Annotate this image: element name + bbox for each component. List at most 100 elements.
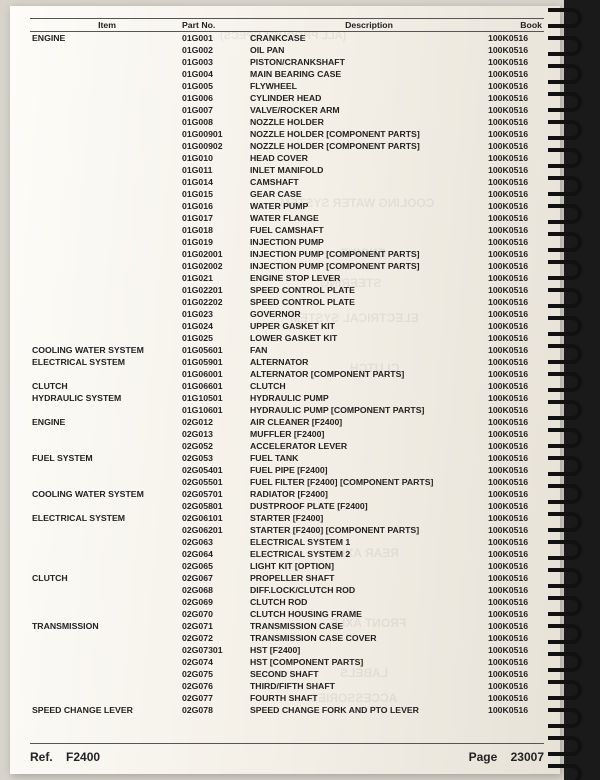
table-row: 02G072TRANSMISSION CASE COVER100K0516 bbox=[30, 632, 544, 644]
cell-part: 01G02002 bbox=[182, 260, 244, 272]
cell-item bbox=[30, 692, 182, 704]
cell-item: ENGINE bbox=[30, 32, 182, 44]
cell-part: 02G06201 bbox=[182, 524, 244, 536]
cell-book: 100K0516 bbox=[488, 512, 544, 524]
cell-book: 100K0516 bbox=[488, 644, 544, 656]
cell-desc: ENGINE STOP LEVER bbox=[244, 272, 488, 284]
cell-part: 01G011 bbox=[182, 164, 244, 176]
cell-book: 100K0516 bbox=[488, 464, 544, 476]
cell-item bbox=[30, 212, 182, 224]
col-header-item: Item bbox=[30, 20, 182, 30]
cell-part: 02G05801 bbox=[182, 500, 244, 512]
cell-book: 100K0516 bbox=[488, 548, 544, 560]
cell-part: 01G02201 bbox=[182, 284, 244, 296]
table-row: 02G075SECOND SHAFT100K0516 bbox=[30, 668, 544, 680]
table-row: 02G06201STARTER [F2400] [COMPONENT PARTS… bbox=[30, 524, 544, 536]
col-header-part: Part No. bbox=[182, 20, 244, 30]
cell-part: 02G064 bbox=[182, 548, 244, 560]
cell-part: 02G072 bbox=[182, 632, 244, 644]
cell-item bbox=[30, 80, 182, 92]
table-row: 01G002OIL PAN100K0516 bbox=[30, 44, 544, 56]
cell-part: 02G074 bbox=[182, 656, 244, 668]
cell-item: FUEL SYSTEM bbox=[30, 452, 182, 464]
cell-desc: GEAR CASE bbox=[244, 188, 488, 200]
cell-item: SPEED CHANGE LEVER bbox=[30, 704, 182, 716]
cell-desc: NOZZLE HOLDER bbox=[244, 116, 488, 128]
parts-table: Item Part No. Description Book ENGINE01G… bbox=[30, 18, 544, 744]
cell-item bbox=[30, 584, 182, 596]
cell-part: 01G00902 bbox=[182, 140, 244, 152]
cell-book: 100K0516 bbox=[488, 608, 544, 620]
cell-item bbox=[30, 404, 182, 416]
cell-desc: SPEED CONTROL PLATE bbox=[244, 296, 488, 308]
table-row: COOLING WATER SYSTEM02G05701RADIATOR [F2… bbox=[30, 488, 544, 500]
table-row: 02G065LIGHT KIT [OPTION]100K0516 bbox=[30, 560, 544, 572]
cell-desc: MUFFLER [F2400] bbox=[244, 428, 488, 440]
cell-desc: PROPELLER SHAFT bbox=[244, 572, 488, 584]
cell-book: 100K0516 bbox=[488, 692, 544, 704]
cell-part: 02G077 bbox=[182, 692, 244, 704]
cell-desc: FLYWHEEL bbox=[244, 80, 488, 92]
cell-item bbox=[30, 332, 182, 344]
cell-item bbox=[30, 104, 182, 116]
cell-item bbox=[30, 500, 182, 512]
table-row: 01G007VALVE/ROCKER ARM100K0516 bbox=[30, 104, 544, 116]
table-row: 01G011INLET MANIFOLD100K0516 bbox=[30, 164, 544, 176]
table-row: 01G010HEAD COVER100K0516 bbox=[30, 152, 544, 164]
cell-book: 100K0516 bbox=[488, 68, 544, 80]
cell-item: ELECTRICAL SYSTEM bbox=[30, 512, 182, 524]
table-row: 02G070CLUTCH HOUSING FRAME100K0516 bbox=[30, 608, 544, 620]
cell-desc: DUSTPROOF PLATE [F2400] bbox=[244, 500, 488, 512]
cell-part: 02G071 bbox=[182, 620, 244, 632]
cell-desc: ACCELERATOR LEVER bbox=[244, 440, 488, 452]
cell-book: 100K0516 bbox=[488, 560, 544, 572]
cell-item: HYDRAULIC SYSTEM bbox=[30, 392, 182, 404]
cell-desc: TRANSMISSION CASE bbox=[244, 620, 488, 632]
cell-item bbox=[30, 536, 182, 548]
cell-item bbox=[30, 116, 182, 128]
cell-book: 100K0516 bbox=[488, 200, 544, 212]
cell-book: 100K0516 bbox=[488, 56, 544, 68]
cell-book: 100K0516 bbox=[488, 500, 544, 512]
cell-book: 100K0516 bbox=[488, 344, 544, 356]
cell-part: 01G005 bbox=[182, 80, 244, 92]
cell-book: 100K0516 bbox=[488, 140, 544, 152]
cell-book: 100K0516 bbox=[488, 428, 544, 440]
cell-part: 01G023 bbox=[182, 308, 244, 320]
cell-part: 01G06001 bbox=[182, 368, 244, 380]
cell-part: 01G004 bbox=[182, 68, 244, 80]
cell-item bbox=[30, 188, 182, 200]
cell-book: 100K0516 bbox=[488, 356, 544, 368]
cell-book: 100K0516 bbox=[488, 632, 544, 644]
cell-desc: CRANKCASE bbox=[244, 32, 488, 44]
cell-item bbox=[30, 656, 182, 668]
table-row: 01G019INJECTION PUMP100K0516 bbox=[30, 236, 544, 248]
cell-item bbox=[30, 200, 182, 212]
cell-desc: CYLINDER HEAD bbox=[244, 92, 488, 104]
cell-item bbox=[30, 248, 182, 260]
cell-book: 100K0516 bbox=[488, 128, 544, 140]
table-row: 02G05801DUSTPROOF PLATE [F2400]100K0516 bbox=[30, 500, 544, 512]
cell-part: 02G012 bbox=[182, 416, 244, 428]
cell-item bbox=[30, 668, 182, 680]
table-row: 02G07301HST [F2400]100K0516 bbox=[30, 644, 544, 656]
table-row: 02G052ACCELERATOR LEVER100K0516 bbox=[30, 440, 544, 452]
cell-desc: INJECTION PUMP bbox=[244, 236, 488, 248]
cell-part: 02G076 bbox=[182, 680, 244, 692]
cell-desc: FOURTH SHAFT bbox=[244, 692, 488, 704]
cell-item: CLUTCH bbox=[30, 572, 182, 584]
cell-part: 02G05501 bbox=[182, 476, 244, 488]
cell-part: 01G016 bbox=[182, 200, 244, 212]
cell-part: 01G014 bbox=[182, 176, 244, 188]
table-body: ENGINE01G001CRANKCASE100K051601G002OIL P… bbox=[30, 32, 544, 716]
cell-desc: SPEED CHANGE FORK AND PTO LEVER bbox=[244, 704, 488, 716]
page-footer: Ref. F2400 Page 23007 bbox=[30, 744, 544, 764]
table-row: 01G025LOWER GASKET KIT100K0516 bbox=[30, 332, 544, 344]
cell-part: 02G070 bbox=[182, 608, 244, 620]
cell-book: 100K0516 bbox=[488, 704, 544, 716]
page-value: 23007 bbox=[511, 750, 544, 764]
table-row: 01G014CAMSHAFT100K0516 bbox=[30, 176, 544, 188]
table-row: 02G069CLUTCH ROD100K0516 bbox=[30, 596, 544, 608]
cell-part: 02G069 bbox=[182, 596, 244, 608]
table-row: 01G003PISTON/CRANKSHAFT100K0516 bbox=[30, 56, 544, 68]
